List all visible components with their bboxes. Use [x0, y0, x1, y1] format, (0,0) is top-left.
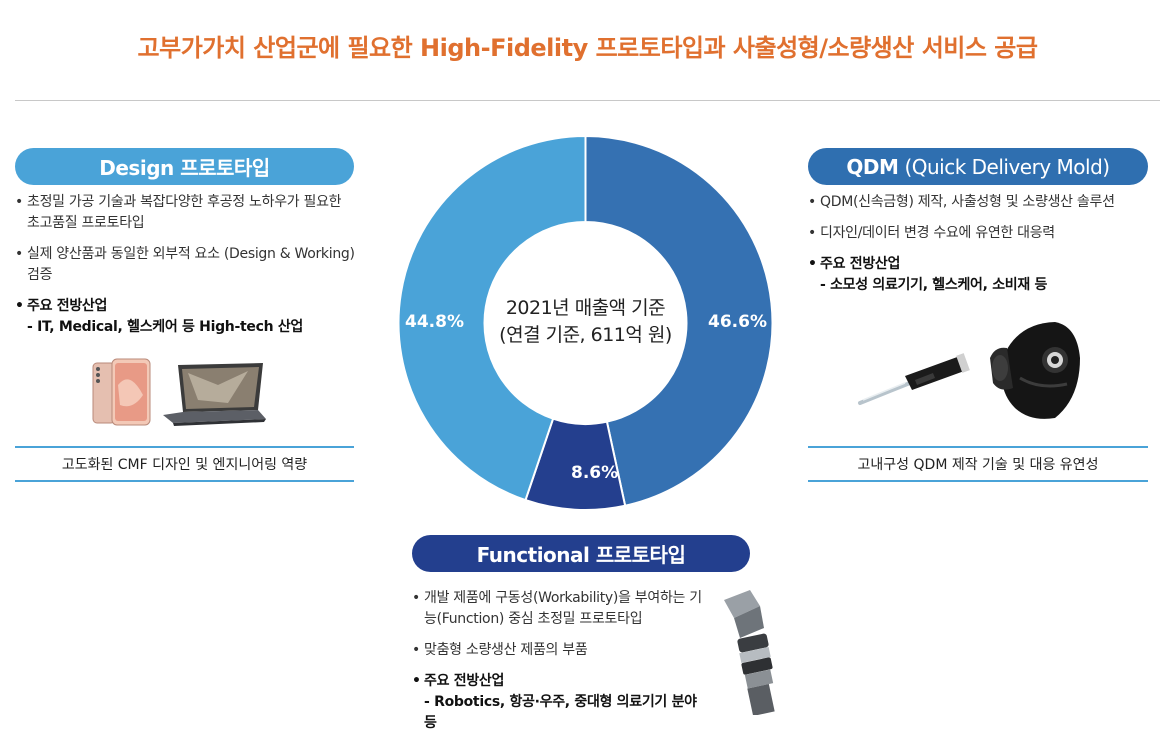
chart-center-line1: 2021년 매출액 기준 — [505, 297, 666, 319]
phone-laptop-image — [92, 358, 266, 426]
functional-prototype-header: Functional 프로토타입 — [412, 535, 750, 572]
industry-detail: - IT, Medical, 헬스케어 등 High-tech 산업 — [27, 319, 303, 335]
qdm-title-sub: (Quick Delivery Mold) — [904, 154, 1110, 179]
qdm-header: QDM (Quick Delivery Mold) — [808, 148, 1148, 185]
list-item: 디자인/데이터 변경 수요에 유연한 대응력 — [808, 223, 1153, 244]
smartphone-icon — [92, 358, 151, 426]
machined-part-icon — [724, 590, 775, 715]
syringe-icon — [858, 353, 970, 405]
list-item: 초정밀 가공 기술과 복잡다양한 후공정 노하우가 필요한 초고품질 프로토타입 — [15, 192, 355, 234]
pie-slice-label-design: 44.8% — [405, 312, 464, 332]
qdm-title-main: QDM — [846, 154, 899, 179]
design-prototype-header: Design 프로토타입 — [15, 148, 354, 185]
qdm-bullet-list: QDM(신속금형) 제작, 사출성형 및 소량생산 솔루션 디자인/데이터 변경… — [808, 192, 1153, 296]
functional-prototype-title: Functional 프로토타입 — [476, 543, 686, 567]
industry-block: 주요 전방산업 - Robotics, 항공·우주, 중대형 의료기기 분야 등 — [412, 671, 712, 734]
industry-detail: - 소모성 의료기기, 헬스케어, 소비재 등 — [820, 277, 1048, 293]
list-item: 개발 제품에 구동성(Workability)을 부여하는 기능(Functio… — [412, 588, 712, 630]
pie-slice-label-functional: 8.6% — [571, 463, 619, 483]
revenue-donut-chart — [398, 134, 773, 511]
design-footer: 고도화된 CMF 디자인 및 엔지니어링 역량 — [15, 446, 354, 482]
pie-slice-qdm — [584, 134, 773, 507]
industry-heading: 주요 전방산업 — [424, 673, 505, 689]
pie-slice-design — [398, 134, 587, 502]
design-bullet-list: 초정밀 가공 기술과 복잡다양한 후공정 노하우가 필요한 초고품질 프로토타입… — [15, 192, 355, 338]
title-divider — [15, 100, 1160, 101]
industry-heading: 주요 전방산업 — [820, 256, 901, 272]
chart-center-line2: (연결 기준, 611억 원) — [499, 324, 672, 346]
industry-heading: 주요 전방산업 — [27, 298, 108, 314]
design-prototype-title: Design 프로토타입 — [99, 156, 270, 180]
laptop-icon — [163, 363, 266, 426]
industry-block: 주요 전방산업 - 소모성 의료기기, 헬스케어, 소비재 등 — [808, 254, 1153, 296]
industry-detail: - Robotics, 항공·우주, 중대형 의료기기 분야 등 — [424, 694, 697, 731]
chart-center-label: 2021년 매출액 기준 (연결 기준, 611억 원) — [478, 295, 693, 349]
list-item: 실제 양산품과 동일한 외부적 요소 (Design & Working) 검증 — [15, 244, 355, 286]
industry-block: 주요 전방산업 - IT, Medical, 헬스케어 등 High-tech … — [15, 296, 355, 338]
page-title: 고부가가치 산업군에 필요한 High-Fidelity 프로토타입과 사출성형… — [137, 34, 1038, 62]
medical-device-image — [858, 322, 1080, 419]
list-item: 맞춤형 소량생산 제품의 부품 — [412, 640, 712, 661]
functional-bullet-list: 개발 제품에 구동성(Workability)을 부여하는 기능(Functio… — [412, 588, 712, 734]
pie-slice-label-qdm: 46.6% — [708, 312, 767, 332]
metal-part-image — [724, 590, 775, 715]
list-item: QDM(신속금형) 제작, 사출성형 및 소량생산 솔루션 — [808, 192, 1153, 213]
qdm-footer: 고내구성 QDM 제작 기술 및 대응 유연성 — [808, 446, 1148, 482]
respirator-mask-icon — [990, 322, 1080, 419]
